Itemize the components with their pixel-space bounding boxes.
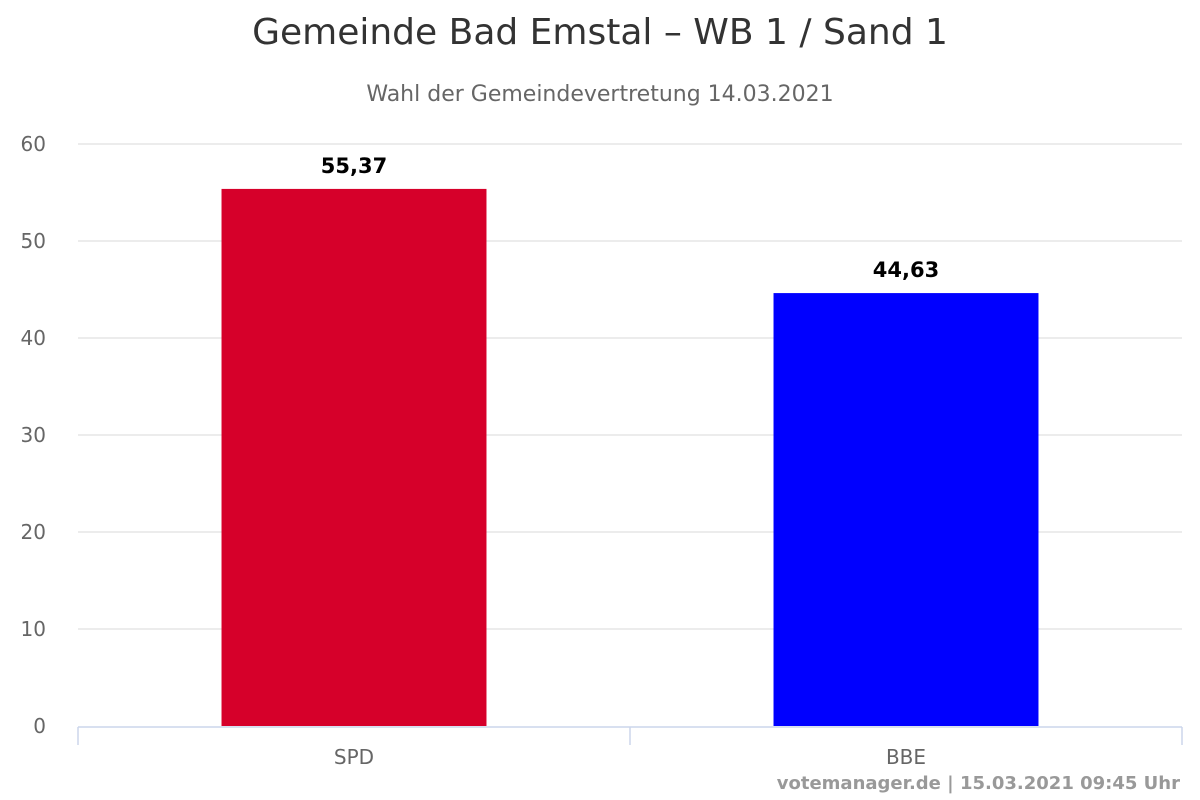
bars xyxy=(221,188,1039,726)
chart-title: Gemeinde Bad Emstal – WB 1 / Sand 1 xyxy=(252,12,948,53)
x-category-label: SPD xyxy=(334,745,374,769)
data-label: 55,37 xyxy=(321,154,387,178)
chart-subtitle: Wahl der Gemeindevertretung 14.03.2021 xyxy=(366,82,834,107)
bar-spd[interactable] xyxy=(221,188,487,726)
data-labels: 55,37 44,63 xyxy=(321,154,939,282)
y-tick-label: 30 xyxy=(21,423,46,447)
y-tick-label: 40 xyxy=(21,326,46,350)
data-label: 44,63 xyxy=(873,258,939,282)
credits-link[interactable]: votemanager.de | 15.03.2021 09:45 Uhr xyxy=(776,773,1180,794)
x-category-label: BBE xyxy=(886,745,926,769)
y-tick-label: 60 xyxy=(21,132,46,156)
x-axis: SPD BBE xyxy=(77,726,1183,769)
y-tick-label: 50 xyxy=(21,229,46,253)
y-axis-ticks: 0 10 20 30 40 50 60 xyxy=(21,132,46,738)
bar-bbe[interactable] xyxy=(773,293,1039,726)
y-tick-label: 20 xyxy=(21,520,46,544)
y-tick-label: 10 xyxy=(21,617,46,641)
y-tick-label: 0 xyxy=(33,714,46,738)
